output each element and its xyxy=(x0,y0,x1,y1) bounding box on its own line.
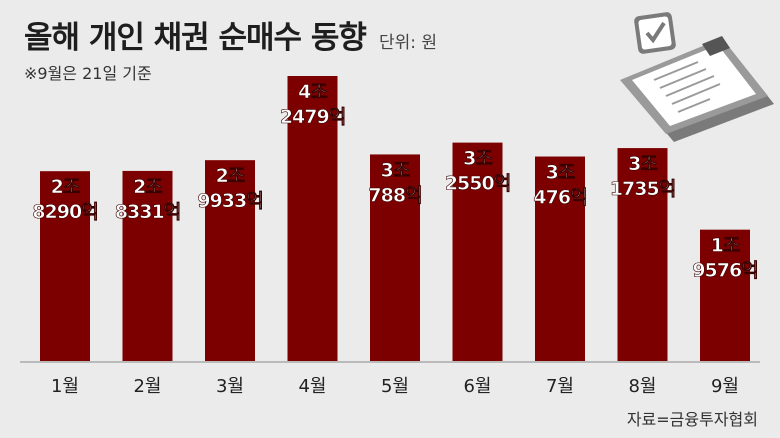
bar-label-jo: 3조 xyxy=(628,153,657,175)
x-tick-label: 3월 xyxy=(216,376,244,397)
x-tick-label: 8월 xyxy=(628,376,656,397)
bar-label-eok: 8331억 xyxy=(115,201,180,223)
x-tick-label: 6월 xyxy=(463,376,491,397)
bar-label-eok: 788억 xyxy=(368,184,421,206)
bar-label-eok: 2479억 xyxy=(280,106,345,128)
clipboard-checklist-icon xyxy=(620,12,774,142)
bar-label-jo: 2조 xyxy=(216,165,245,187)
bar-label-jo: 3조 xyxy=(463,148,492,170)
x-tick-label: 1월 xyxy=(51,376,79,397)
bar-label-jo: 2조 xyxy=(133,176,162,198)
bar-9 xyxy=(700,229,750,361)
bar-label-eok: 8290억 xyxy=(32,201,97,223)
footnote: ※9월은 21일 기준 xyxy=(24,64,152,83)
title-row: 올해 개인 채권 순매수 동향 단위: 원 xyxy=(24,12,437,57)
x-tick-label: 2월 xyxy=(133,376,161,397)
bar-8 xyxy=(617,148,668,361)
x-tick-label: 7월 xyxy=(546,376,574,397)
source-credit: 자료=금융투자협회 xyxy=(626,410,758,429)
unit-label: 단위: 원 xyxy=(378,33,438,53)
bar-5 xyxy=(370,154,420,361)
bar-1 xyxy=(40,171,90,361)
bar-6 xyxy=(452,142,503,361)
bar-label-eok: 476억 xyxy=(533,187,586,209)
bar-label-jo: 1조 xyxy=(711,235,740,257)
bar-label-eok: 2550억 xyxy=(445,173,510,195)
bar-label-jo: 3조 xyxy=(546,162,575,184)
bar-label-eok: 9576억 xyxy=(692,260,757,282)
bar-label-jo: 3조 xyxy=(381,159,410,181)
bar-label-eok: 9933억 xyxy=(197,190,262,212)
chart-title: 올해 개인 채권 순매수 동향 xyxy=(24,20,367,56)
bar-7 xyxy=(535,156,585,361)
bar-4 xyxy=(287,76,338,361)
bar-2 xyxy=(122,170,173,361)
bar-label-eok: 1735억 xyxy=(610,178,675,200)
x-tick-label: 5월 xyxy=(381,376,409,397)
bar-label-jo: 4조 xyxy=(298,81,327,103)
x-tick-label: 4월 xyxy=(298,376,326,397)
bar-label-jo: 2조 xyxy=(51,176,80,198)
x-tick-label: 9월 xyxy=(711,376,739,397)
bar-3 xyxy=(205,160,255,361)
